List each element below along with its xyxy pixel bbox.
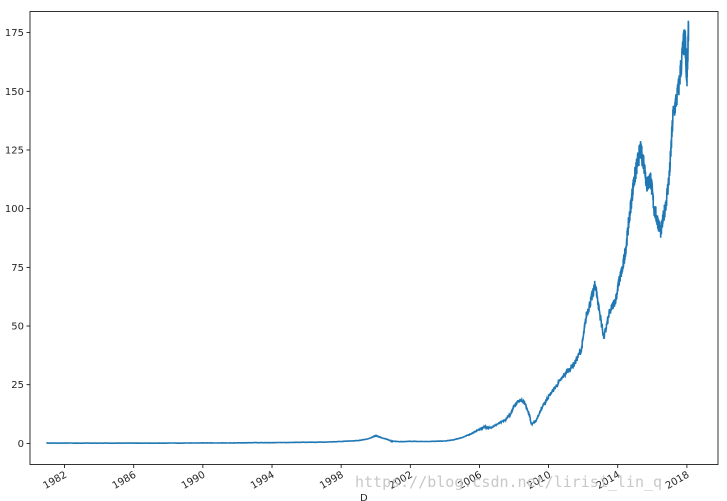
y-tick-label: 50	[11, 322, 24, 333]
series-line	[46, 20, 690, 445]
watermark: https://blog.csdn.net/lirisi_lin_q	[355, 473, 662, 491]
y-tick-label: 150	[5, 87, 24, 98]
y-tick-label: 25	[11, 380, 24, 391]
y-axis: 0 25 50 75 100 125 150 175	[5, 28, 30, 450]
y-tick-label: 75	[11, 263, 24, 274]
y-tick-label: 125	[5, 145, 24, 156]
y-tick-label: 175	[5, 28, 24, 39]
y-tick-label: 100	[5, 204, 24, 215]
plot-frame	[29, 11, 719, 465]
y-tick-label: 0	[18, 439, 24, 450]
x-axis-label-partial: D	[360, 493, 368, 501]
